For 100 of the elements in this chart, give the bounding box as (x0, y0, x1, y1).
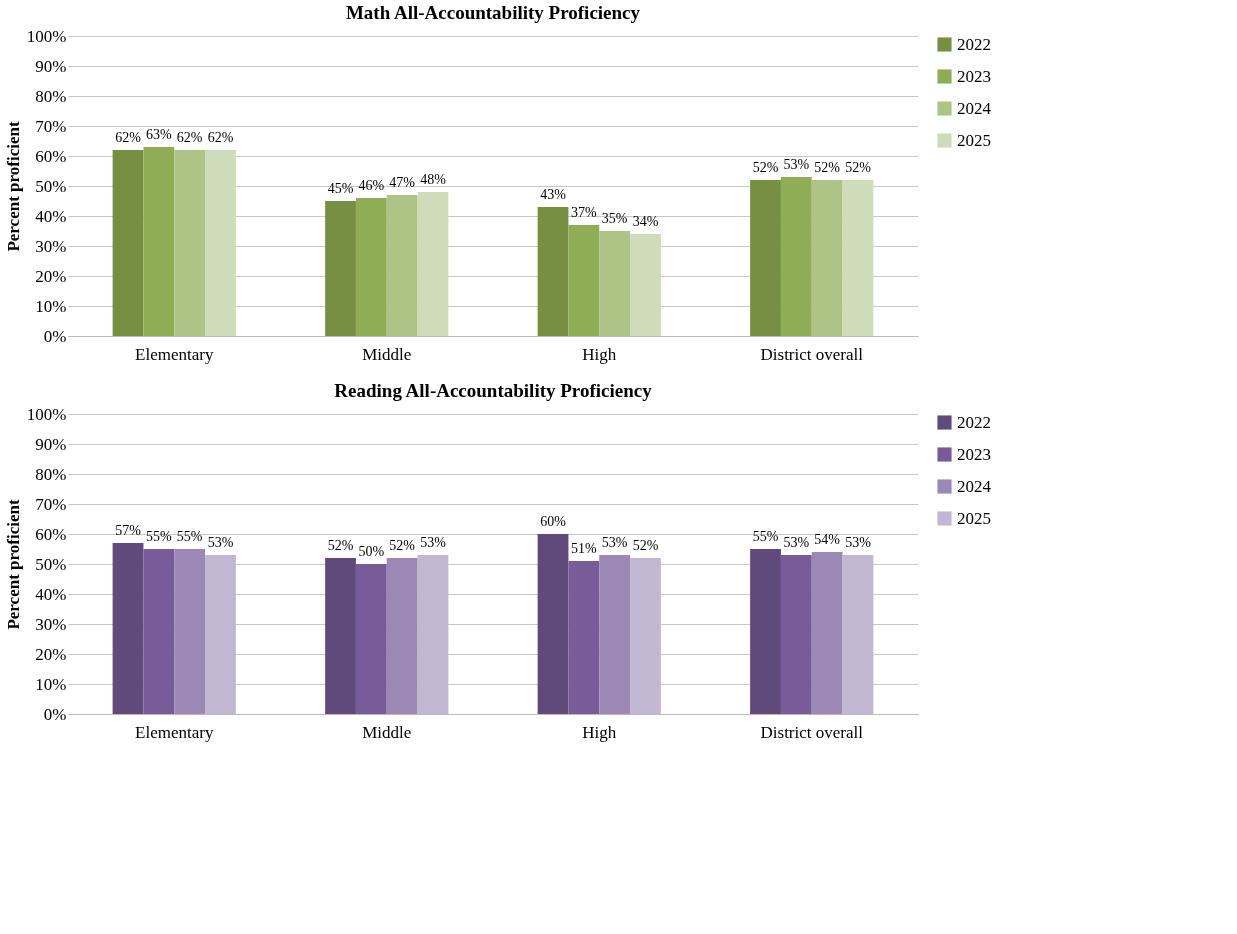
x-tick-label: Middle (362, 344, 412, 364)
bar (386, 558, 418, 714)
x-tick-label: High (582, 722, 617, 742)
text: 51% (571, 541, 597, 556)
x-tick-label: District overall (760, 722, 864, 742)
y-tick-label: 20% (35, 644, 67, 664)
text: 52% (752, 160, 779, 175)
legend-label: 2025 (957, 508, 991, 528)
bar (568, 225, 600, 336)
y-tick-label: 30% (35, 236, 67, 256)
text: 53% (783, 157, 810, 172)
text: 46% (358, 178, 385, 193)
bar (811, 552, 843, 714)
x-tick-label: Middle (362, 722, 412, 742)
bar (842, 555, 874, 714)
text: 62% (176, 130, 203, 145)
text: 52% (389, 538, 415, 553)
bar (811, 180, 843, 336)
x-tick-label: District overall (760, 344, 864, 364)
y-tick-label: 0% (43, 326, 67, 346)
y-tick-label: 0% (43, 704, 67, 724)
text: 60% (540, 514, 566, 529)
bar (417, 555, 449, 714)
text: 50% (358, 544, 385, 559)
text: 63% (146, 127, 172, 142)
y-tick-label: 30% (35, 614, 67, 634)
legend-label: 2022 (957, 412, 991, 432)
bar (325, 201, 356, 336)
y-tick-label: 50% (35, 176, 67, 196)
text: 52% (327, 538, 354, 553)
text: 55% (752, 529, 779, 544)
chart-title: Reading All-Accountability Proficiency (334, 380, 653, 401)
bar (630, 234, 661, 336)
text: 45% (327, 181, 354, 196)
bar (599, 231, 631, 336)
y-tick-label: 80% (35, 86, 67, 106)
bar (205, 555, 236, 714)
x-tick-label: Elementary (135, 344, 214, 364)
text: 62% (115, 130, 141, 145)
text: 53% (601, 535, 628, 550)
text: 52% (814, 160, 840, 175)
bar (750, 180, 781, 336)
bar (780, 555, 812, 714)
bar (325, 558, 356, 714)
bar (417, 192, 449, 336)
text: 43% (540, 187, 566, 202)
bar (143, 147, 175, 336)
text: 53% (845, 535, 871, 550)
y-tick-label: 60% (35, 146, 67, 166)
text: 53% (420, 535, 446, 550)
bar (568, 561, 600, 714)
text: 35% (601, 211, 628, 226)
text: 54% (814, 532, 840, 547)
y-tick-label: 70% (35, 494, 67, 514)
text: 55% (146, 529, 172, 544)
bar (205, 150, 236, 336)
y-axis-title: Percent proficient (3, 121, 23, 252)
y-axis-title: Percent proficient (3, 499, 23, 630)
legend-label: 2022 (957, 34, 991, 54)
bar (599, 555, 631, 714)
y-tick-label: 10% (35, 674, 67, 694)
bar (842, 180, 874, 336)
text: 55% (176, 529, 203, 544)
text: 52% (845, 160, 871, 175)
y-tick-label: 40% (35, 584, 67, 604)
text: 53% (207, 535, 234, 550)
bar (386, 195, 418, 336)
bar (780, 177, 812, 336)
bar (537, 207, 569, 336)
bar (750, 549, 781, 714)
bar (174, 150, 206, 336)
text: 48% (420, 172, 446, 187)
y-tick-label: 100% (26, 26, 67, 46)
y-tick-label: 60% (35, 524, 67, 544)
legend-label: 2024 (957, 98, 992, 118)
bar (143, 549, 175, 714)
y-tick-label: 70% (35, 116, 67, 136)
bar (174, 549, 206, 714)
legend-label: 2024 (957, 476, 992, 496)
text: 57% (115, 523, 141, 538)
legend-label: 2023 (957, 444, 991, 464)
bar (112, 150, 144, 336)
text: 37% (571, 205, 597, 220)
y-tick-label: 80% (35, 464, 67, 484)
text: 47% (389, 175, 415, 190)
text: 34% (632, 214, 659, 229)
y-tick-label: 10% (35, 296, 67, 316)
legend-label: 2025 (957, 130, 991, 150)
y-tick-label: 20% (35, 266, 67, 286)
legend-label: 2023 (957, 66, 991, 86)
chart-title: Math All-Accountability Proficiency (345, 2, 641, 23)
y-tick-label: 100% (26, 404, 67, 424)
bar (537, 534, 569, 714)
bar (112, 543, 144, 714)
y-tick-label: 90% (35, 56, 67, 76)
text: 52% (632, 538, 659, 553)
text: 62% (207, 130, 234, 145)
text: 53% (783, 535, 810, 550)
x-tick-label: Elementary (135, 722, 214, 742)
bar (630, 558, 661, 714)
